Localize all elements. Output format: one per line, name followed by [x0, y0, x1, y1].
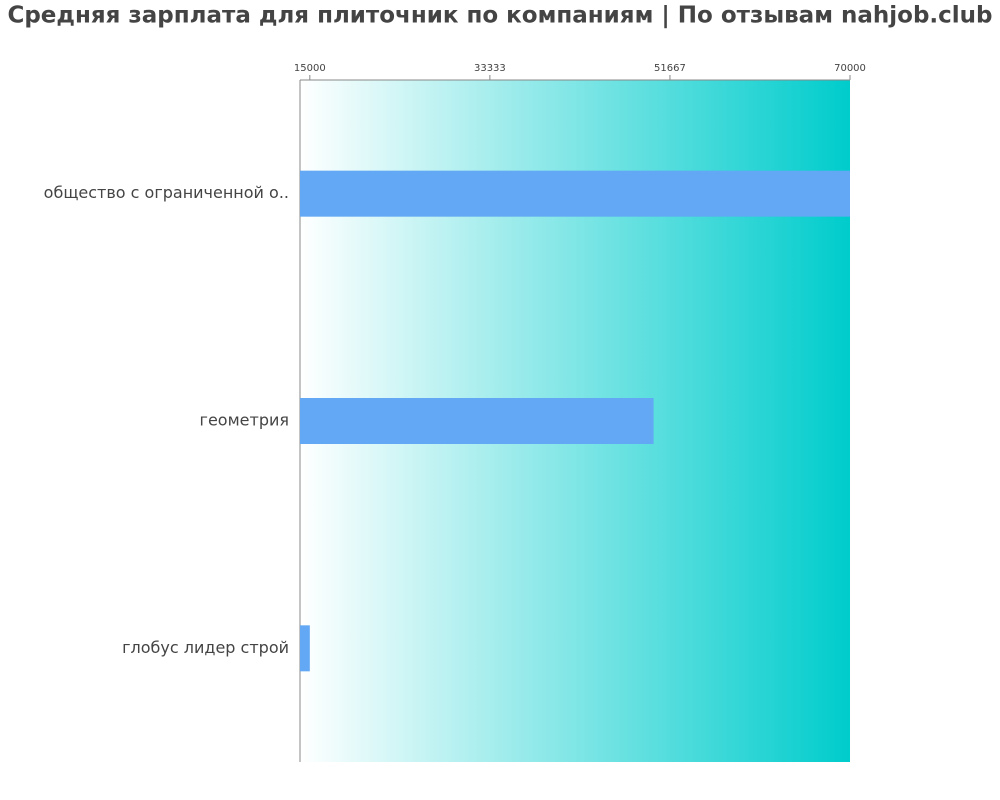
bar: [300, 398, 654, 444]
bar: [300, 170, 850, 217]
x-tick-label: 15000: [294, 63, 326, 74]
chart-title: Средняя зарплата для плиточник по компан…: [7, 3, 992, 29]
y-tick-label: общество с ограниченной о..: [44, 183, 289, 202]
bar: [300, 625, 310, 672]
x-tick-label: 33333: [474, 63, 506, 74]
y-tick-label: геометрия: [200, 411, 289, 430]
x-tick-label: 51667: [654, 63, 686, 74]
x-tick-label: 70000: [834, 63, 866, 74]
y-tick-label: глобус лидер строй: [122, 638, 289, 657]
